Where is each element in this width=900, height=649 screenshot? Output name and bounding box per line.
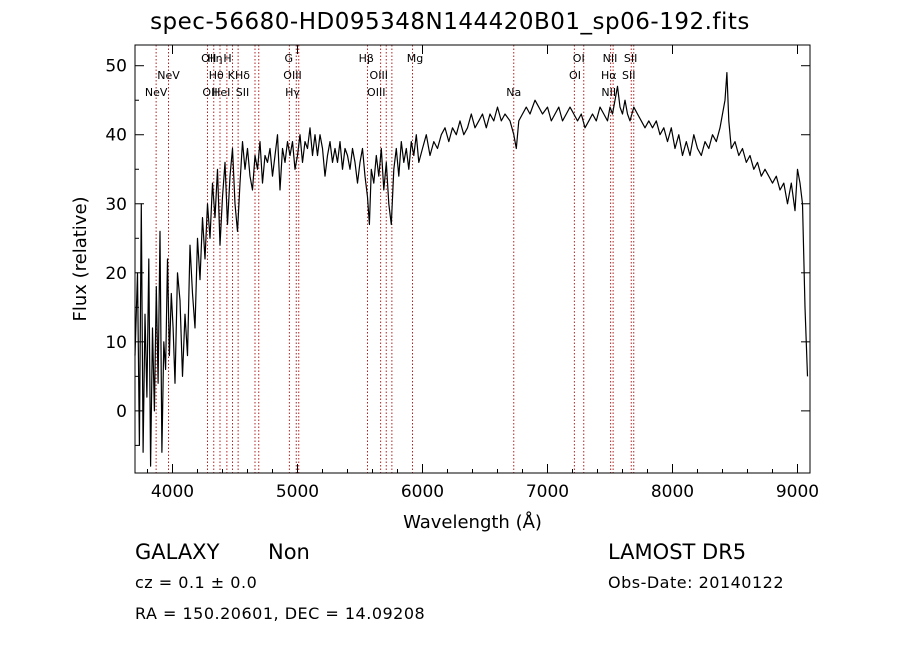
x-tick-label: 4000 (151, 482, 194, 502)
y-axis-label: Flux (relative) (70, 196, 91, 321)
line-label: Mg (407, 52, 423, 65)
line-label: NII (603, 52, 618, 65)
line-label: OI (569, 69, 581, 82)
redshift-cz: cz = 0.1 ± 0.0 (135, 573, 258, 592)
line-label: NII (601, 86, 616, 99)
spectrum-line (134, 71, 809, 467)
y-tick-label: 10 (105, 333, 127, 353)
line-label: Hδ (235, 69, 250, 82)
line-label: OIII (283, 69, 301, 82)
line-label: HeI (212, 86, 230, 99)
line-markers (155, 45, 635, 473)
x-tick-label: 8000 (651, 482, 694, 502)
line-label: G (284, 52, 293, 65)
line-label: Hθ (209, 69, 224, 82)
line-label: Hγ (285, 86, 300, 99)
line-label: NeV (145, 86, 168, 99)
y-axis-ticks: 0 10 20 30 40 50 (105, 57, 810, 446)
y-tick-label: 40 (105, 126, 127, 146)
line-label: K (228, 69, 236, 82)
line-label: OII (201, 52, 216, 65)
chart-title: spec-56680-HD095348N144420B01_sp06-192.f… (150, 9, 750, 35)
line-label: Hα (601, 69, 617, 82)
line-label: H (223, 52, 231, 65)
line-label: SII (236, 86, 249, 99)
y-tick-label: 20 (105, 264, 127, 284)
line-label: OIII (370, 69, 388, 82)
line-label: Hβ (359, 52, 374, 65)
line-label: OI (573, 52, 585, 65)
y-tick-label: 0 (116, 402, 127, 422)
line-label: Na (506, 86, 521, 99)
spectrum-series (134, 71, 809, 467)
object-class: GALAXY (135, 540, 220, 564)
line-label: SII (624, 52, 637, 65)
line-label: NeV (157, 69, 180, 82)
x-axis-ticks: 4000 5000 6000 7000 8000 9000 (147, 45, 819, 502)
survey-name: LAMOST DR5 (608, 540, 747, 564)
obs-date: Obs-Date: 20140122 (608, 573, 785, 592)
x-tick-label: 6000 (401, 482, 444, 502)
object-subclass: Non (268, 540, 310, 564)
x-tick-label: 7000 (526, 482, 569, 502)
line-label: SII (622, 69, 635, 82)
line-label: Hη (207, 52, 222, 65)
x-tick-label: 5000 (276, 482, 319, 502)
line-label: OIII (367, 86, 385, 99)
coordinates: RA = 150.20601, DEC = 14.09208 (135, 604, 426, 623)
y-tick-label: 30 (105, 195, 127, 215)
x-axis-label: Wavelength (Å) (403, 511, 542, 533)
plot-frame (134, 44, 811, 474)
x-tick-label: 9000 (776, 482, 819, 502)
line-label: OII (202, 86, 217, 99)
y-tick-label: 50 (105, 57, 127, 77)
